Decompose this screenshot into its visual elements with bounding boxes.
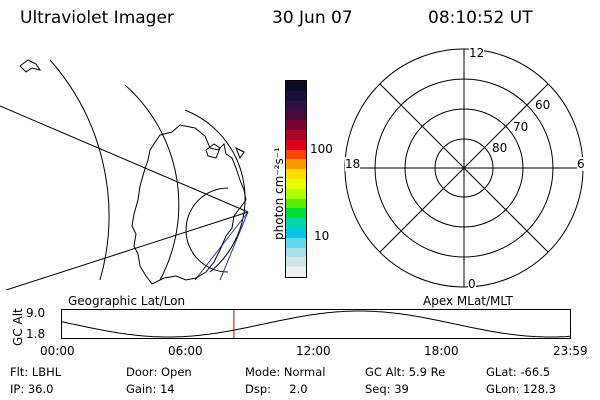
colorbar-label: photon cm⁻²s⁻¹ (272, 147, 286, 240)
colorbar-segment (286, 139, 306, 150)
colorbar-segment (286, 90, 306, 101)
colorbar-segment (286, 218, 306, 228)
colorbar-segment (286, 247, 306, 258)
meridian-line (0, 105, 249, 213)
altitude-xtick-1: 06:00 (168, 344, 203, 358)
colorbar-segment (286, 237, 306, 248)
mlt-line (379, 83, 549, 253)
altitude-plot-frame (61, 309, 571, 339)
latitude-arc (184, 109, 246, 273)
altitude-ytick-max: 9.0 (26, 306, 46, 320)
altitude-plot (61, 309, 572, 339)
info-mode: Mode: Normal (245, 365, 326, 379)
latitude-arc (185, 187, 229, 273)
altitude-xtick-2: 12:00 (296, 344, 331, 358)
colorbar-tick-10: 10 (314, 229, 330, 243)
coastline (205, 143, 221, 159)
colorbar-segment (286, 110, 306, 121)
colorbar-segment (286, 120, 306, 130)
info-door: Door: Open (126, 365, 192, 379)
info-dsp: Dsp: 2.0 (245, 382, 308, 396)
polar-plot (344, 48, 584, 288)
coastline (235, 146, 245, 160)
meridian-line-blue (219, 211, 249, 281)
mlat-label-60: 60 (535, 98, 551, 112)
info-glat: GLat: -66.5 (486, 365, 551, 379)
colorbar-segment (286, 169, 306, 179)
mlat-label-80: 80 (492, 141, 508, 155)
altitude-ytick-min: 1.8 (26, 327, 46, 341)
coastline (19, 59, 42, 73)
colorbar-tick-100: 100 (310, 142, 333, 156)
info-gain: Gain: 14 (126, 382, 175, 396)
colorbar-segment (286, 188, 306, 199)
latitude-arc (49, 59, 110, 281)
latitude-arc (124, 84, 180, 281)
altitude-ylabel: GC Alt (11, 308, 25, 346)
colorbar-segment (286, 81, 306, 91)
info-flt: Flt: LBHL (10, 365, 62, 379)
mlt-label-0: 0 (468, 277, 476, 291)
colorbar-segment (286, 257, 306, 268)
colorbar-segment (286, 129, 306, 140)
geographic-caption: Geographic Lat/Lon (68, 294, 186, 308)
colorbar-segment (286, 159, 306, 170)
colorbar (285, 80, 307, 278)
geographic-map (0, 59, 249, 290)
colorbar-segment (286, 149, 306, 160)
colorbar-segment (286, 267, 306, 277)
info-glon: GLon: 128.3 (486, 382, 556, 396)
info-ip: IP: 36.0 (10, 382, 54, 396)
colorbar-segment (286, 178, 306, 189)
apex-caption: Apex MLat/MLT (423, 294, 513, 308)
info-seq: Seq: 39 (365, 382, 409, 396)
coastline (131, 124, 247, 285)
mlt-label-12: 12 (469, 46, 485, 60)
date-label: 30 Jun 07 (272, 8, 353, 28)
colorbar-segment (286, 198, 306, 209)
altitude-xtick-3: 18:00 (424, 344, 459, 358)
colorbar-segment (286, 208, 306, 219)
info-gc-alt: GC Alt: 5.9 Re (365, 365, 446, 379)
colorbar-segment (286, 100, 306, 111)
altitude-curve (61, 310, 572, 338)
mlt-label-18: 18 (345, 157, 361, 171)
app-title: Ultraviolet Imager (20, 8, 174, 28)
colorbar-segment (286, 227, 306, 238)
mlt-label-6: 6 (577, 157, 585, 171)
altitude-xtick-0: 00:00 (40, 344, 75, 358)
meridian-line (4, 211, 249, 290)
time-label: 08:10:52 UT (428, 8, 533, 28)
altitude-xtick-4: 23:59 (553, 344, 588, 358)
mlat-label-70: 70 (513, 120, 529, 134)
